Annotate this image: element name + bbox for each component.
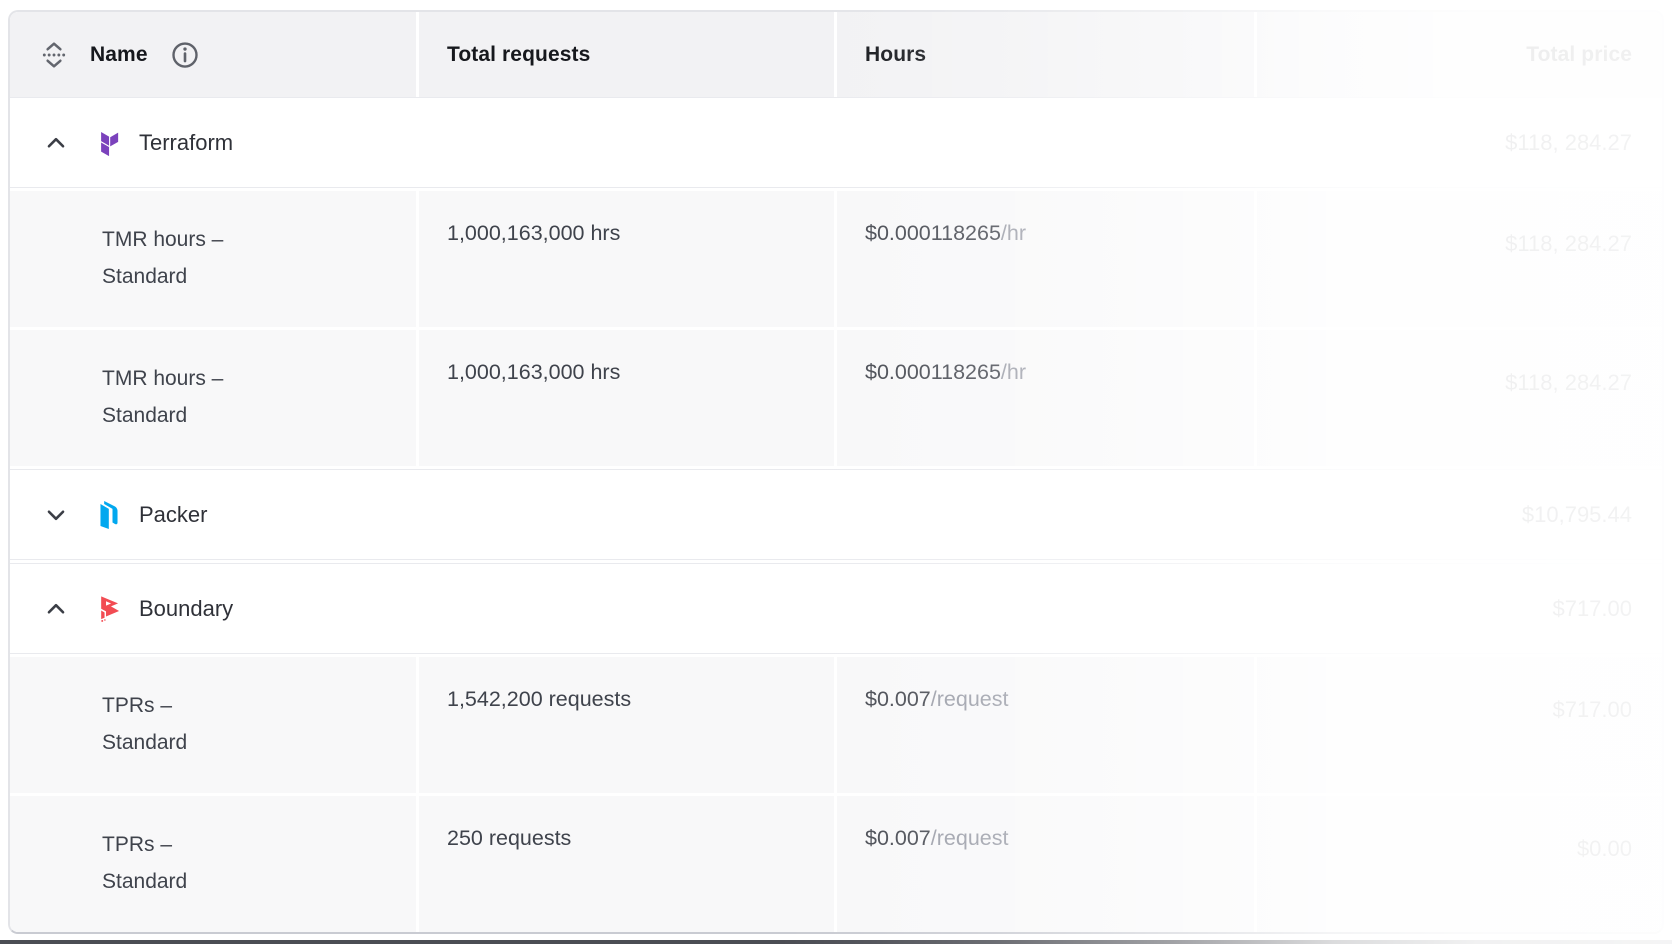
rate-unit: /hr [1000,360,1027,384]
group-label: Boundary [139,595,234,621]
name-cell: TPRs – Standard [10,657,416,793]
group-row-terraform[interactable]: Terraform $118, 284.27 [10,97,1662,188]
name-cell: TPRs – Standard [10,796,416,932]
sort-unfold-icon[interactable] [40,40,68,70]
total-price-cell: $118, 284.27 [1257,330,1662,466]
group-row-boundary[interactable]: Boundary $717.00 [10,563,1662,654]
total-price-column-label: Total price [1526,42,1632,66]
chevron-up-icon[interactable] [40,593,72,625]
total-requests-column-label: Total requests [447,42,591,66]
table-header-row: Name Total requests Hours Total price [10,12,1662,97]
bottom-edge-divider [0,940,1672,944]
hourly-rate-cell: $0.000118265/hr [837,191,1254,327]
group-label: Terraform [139,129,234,155]
total-price-cell: $717.00 [1257,657,1662,793]
terraform-logo-icon [93,127,125,159]
request-rate-cell: $0.007/request [837,657,1254,793]
item-row-tmr-1: TMR hours – Standard 1,000,163,000 hrs $… [10,191,1662,327]
hours-column-label: Hours [865,42,927,66]
group-total-price: $10,795.44 [1521,501,1632,527]
rate-value: $0.000118265 [865,360,1001,384]
pricing-table: Name Total requests Hours Total price [8,10,1664,934]
total-requests-cell: 1,000,163,000 hrs [419,330,834,466]
info-circle-icon[interactable] [170,40,200,70]
total-requests-cell: 1,542,200 requests [419,657,834,793]
rate-unit: /request [930,687,1009,711]
group-label: Packer [139,501,208,527]
name-cell: TMR hours – Standard [10,191,416,327]
rate-value: $0.000118265 [865,221,1001,245]
request-rate-cell: $0.007/request [837,796,1254,932]
packer-logo-icon [93,499,125,531]
chevron-up-icon[interactable] [40,127,72,159]
rate-unit: /hr [1000,221,1027,245]
header-cell-name: Name [10,12,416,97]
item-row-tpr-1: TPRs – Standard 1,542,200 requests $0.00… [10,657,1662,793]
rate-unit: /request [930,826,1009,850]
total-price-cell: $0.00 [1257,796,1662,932]
table-body: Terraform $118, 284.27 TMR hours – Stand… [10,97,1662,932]
name-cell: TMR hours – Standard [10,330,416,466]
item-row-tmr-2: TMR hours – Standard 1,000,163,000 hrs $… [10,330,1662,466]
chevron-down-icon[interactable] [40,499,72,531]
total-price-cell: $118, 284.27 [1257,191,1662,327]
rate-value: $0.007 [865,687,931,711]
boundary-logo-icon [93,593,125,625]
total-requests-cell: 250 requests [419,796,834,932]
name-column-label: Name [90,42,148,66]
rate-value: $0.007 [865,826,931,850]
group-row-packer[interactable]: Packer $10,795.44 [10,469,1662,560]
header-cell-hours: Hours [837,12,1254,97]
item-row-tpr-2: TPRs – Standard 250 requests $0.007/requ… [10,796,1662,932]
total-requests-cell: 1,000,163,000 hrs [419,191,834,327]
header-cell-total-price: Total price [1257,12,1662,97]
group-total-price: $717.00 [1552,595,1632,621]
hourly-rate-cell: $0.000118265/hr [837,330,1254,466]
group-total-price: $118, 284.27 [1505,129,1632,155]
header-cell-total-requests: Total requests [419,12,834,97]
